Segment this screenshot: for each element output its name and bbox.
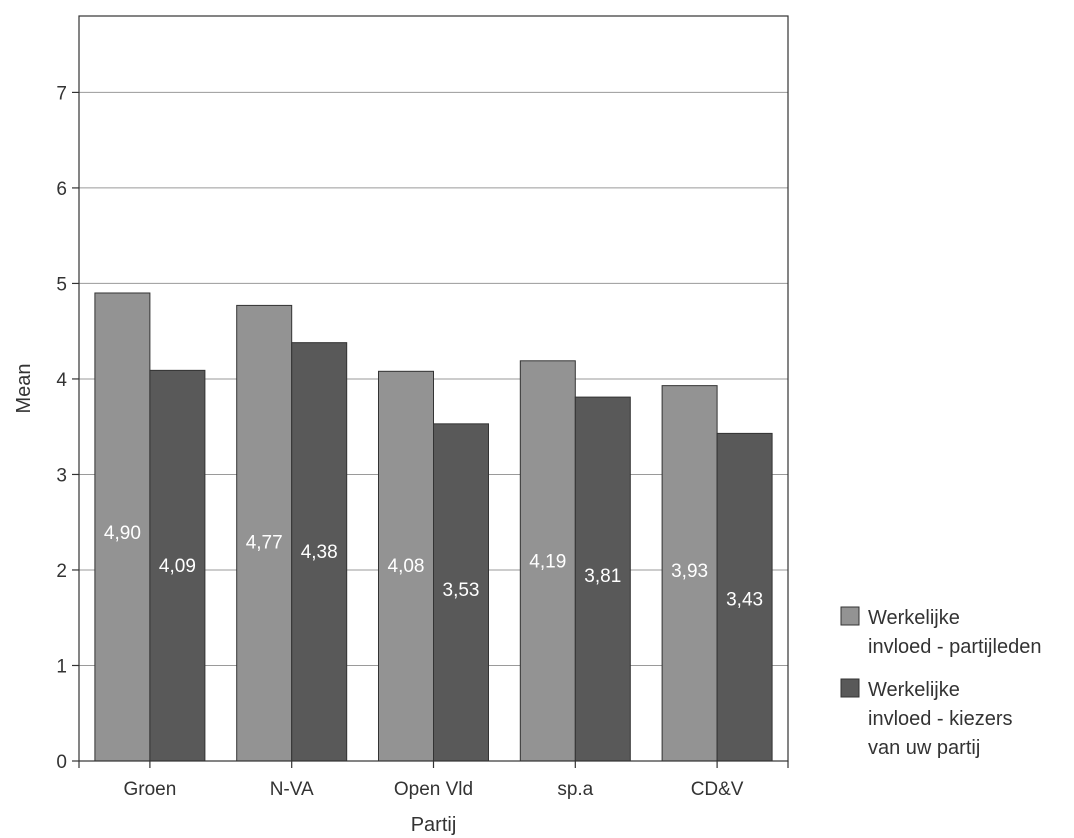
data-label: 3,43 <box>726 590 763 611</box>
data-label: 3,81 <box>584 566 621 587</box>
legend-label: Werkelijke <box>868 679 960 701</box>
y-tick-label: 2 <box>56 561 67 582</box>
x-tick-label: CD&V <box>691 779 744 800</box>
y-tick-label: 5 <box>56 274 67 295</box>
y-tick-label: 3 <box>56 465 67 486</box>
y-tick-label: 7 <box>56 83 67 104</box>
x-axis: Groen N-VA Open Vld sp.a CD&V <box>78 761 789 800</box>
legend: Werkelijke invloed - partijleden Werkelijk… <box>840 606 1041 759</box>
bar <box>433 423 489 762</box>
y-tick-label: 6 <box>56 179 67 200</box>
x-tick-label: sp.a <box>557 779 593 800</box>
bars <box>94 292 773 762</box>
data-label: 3,93 <box>671 561 708 582</box>
y-axis: 0 1 2 3 4 5 6 7 <box>56 83 79 773</box>
data-label: 3,53 <box>443 580 480 601</box>
data-labels: 4,90 4,09 4,77 4,38 4,08 3,53 4,19 3,81 3,93 3,43 <box>104 523 763 611</box>
bar <box>291 342 348 762</box>
legend-swatch <box>840 678 860 698</box>
y-axis-title: Mean <box>13 363 35 413</box>
y-tick-label: 1 <box>56 656 67 677</box>
data-label: 4,38 <box>301 542 338 563</box>
legend-label: van uw partij <box>868 737 980 759</box>
legend-swatch <box>840 606 860 626</box>
data-label: 4,77 <box>246 532 283 553</box>
y-tick-label: 4 <box>56 370 67 391</box>
bar <box>149 369 206 762</box>
bar <box>236 304 293 762</box>
data-label: 4,09 <box>159 556 196 577</box>
x-tick-label: Open Vld <box>394 779 473 800</box>
data-label: 4,08 <box>388 556 425 577</box>
bar <box>378 370 434 762</box>
legend-label: Werkelijke <box>868 607 960 629</box>
bar <box>574 396 631 762</box>
data-label: 4,19 <box>529 551 566 572</box>
legend-label: invloed - kiezers <box>868 708 1013 730</box>
x-tick-label: N-VA <box>270 779 314 800</box>
data-label: 4,90 <box>104 523 141 544</box>
bar <box>716 432 773 762</box>
bar <box>661 385 718 762</box>
y-tick-label: 0 <box>56 752 67 773</box>
legend-label: invloed - partijleden <box>868 636 1041 658</box>
x-tick-label: Groen <box>123 779 176 800</box>
x-axis-title: Partij <box>411 814 457 836</box>
